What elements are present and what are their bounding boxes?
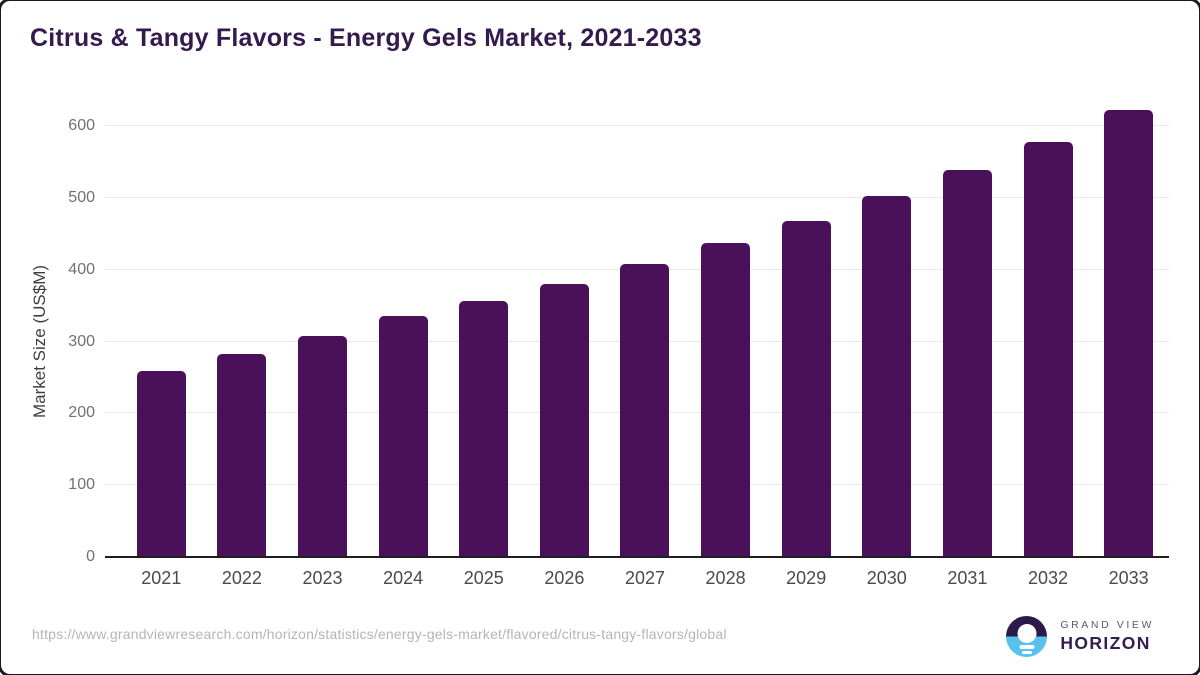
- sun-circle: [1017, 624, 1037, 643]
- y-tick-label-600: 600: [68, 117, 95, 134]
- x-tick-label-2023: 2023: [302, 568, 343, 588]
- x-axis-line: [105, 556, 1169, 558]
- gridline-500: [105, 196, 1169, 198]
- y-tick-label-100: 100: [68, 476, 95, 494]
- brand-name-bottom: HORIZON: [1060, 633, 1151, 653]
- bar-2021: [136, 370, 186, 557]
- water-line-2: [1021, 650, 1032, 654]
- bar-cell-2021: [121, 126, 202, 557]
- x-tick-label-2025: 2025: [463, 568, 504, 588]
- gridline-600: [105, 125, 1169, 126]
- bar-cell-2030: [846, 126, 927, 557]
- x-tick-label-2033: 2033: [1108, 568, 1149, 588]
- y-tick-label-200: 200: [68, 404, 95, 422]
- bar-cell-2028: [685, 126, 766, 557]
- y-tick-label-0: 0: [86, 548, 95, 565]
- bar-cell-2024: [363, 126, 444, 557]
- x-tick-label-2022: 2022: [221, 568, 262, 588]
- bar-cell-2031: [927, 126, 1008, 557]
- bar-cell-2029: [766, 126, 847, 557]
- x-tick-label-2029: 2029: [786, 568, 827, 588]
- bar-2026: [539, 284, 589, 557]
- x-tick-label-2028: 2028: [705, 568, 746, 588]
- horizon-sun-icon: [1006, 616, 1048, 657]
- x-tick-label-2026: 2026: [544, 568, 585, 588]
- bar-cell-2025: [443, 126, 524, 557]
- bar-cell-2032: [1008, 126, 1089, 557]
- brand-name-top: GRAND VIEW: [1060, 619, 1154, 631]
- grand-view-horizon-logo: GRAND VIEW HORIZON: [1006, 616, 1154, 657]
- y-tick-label-500: 500: [68, 188, 95, 206]
- bar-cell-2033: [1088, 110, 1169, 557]
- source-url: https://www.grandviewresearch.com/horizo…: [32, 626, 727, 642]
- bar-cell-2027: [605, 126, 686, 557]
- x-axis-labels: 2021 2022 2023 2024 2025 2026 2027 2028 2029 2030…: [105, 568, 1169, 589]
- chart-title: Citrus & Tangy Flavors - Energy Gels Mar…: [30, 24, 702, 52]
- x-tick-label-2030: 2030: [866, 568, 907, 588]
- bar-2030: [862, 195, 912, 557]
- logo-text: GRAND VIEW HORIZON: [1060, 619, 1154, 654]
- bar-2024: [378, 316, 428, 557]
- x-tick-label-2031: 2031: [947, 568, 988, 588]
- x-tick-label-2027: 2027: [624, 568, 665, 588]
- bar-2022: [217, 353, 267, 557]
- x-tick-label-2021: 2021: [141, 568, 182, 588]
- bar-2031: [942, 169, 992, 557]
- bar-2033: [1104, 110, 1154, 557]
- bar-2023: [298, 335, 348, 557]
- bar-cell-2023: [282, 126, 363, 557]
- bar-cell-2022: [202, 126, 283, 557]
- bar-2032: [1023, 141, 1073, 557]
- y-tick-label-300: 300: [68, 332, 95, 350]
- water-line-1: [1019, 645, 1035, 649]
- plot-area: 0 100 200 300 400 500 600: [68, 110, 1169, 565]
- bar-2028: [701, 243, 751, 557]
- y-tick-label-400: 400: [68, 260, 95, 278]
- bar-cell-2026: [524, 126, 605, 557]
- bar-2025: [459, 301, 509, 557]
- x-tick-label-2032: 2032: [1027, 568, 1069, 588]
- bar-2027: [620, 263, 670, 557]
- bars-container: [105, 110, 1169, 557]
- x-tick-label-2024: 2024: [383, 568, 424, 588]
- bar-2029: [781, 220, 831, 557]
